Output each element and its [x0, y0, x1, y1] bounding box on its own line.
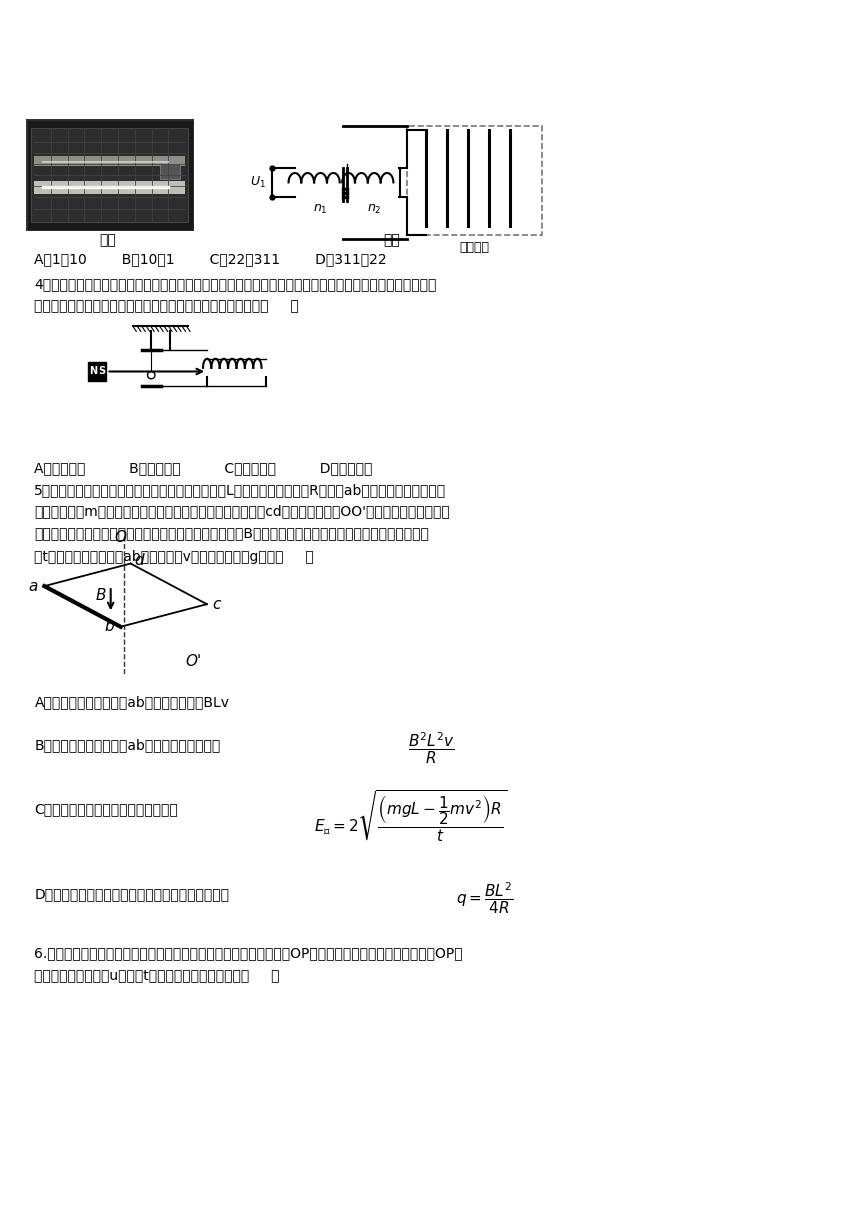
Text: 5．如图所示，由导线制成的单匝正方形线框边长为L，每条边的电阻均为R，其中ab边较粗且材料电阻率较: 5．如图所示，由导线制成的单匝正方形线框边长为L，每条边的电阻均为R，其中ab边… — [34, 483, 446, 497]
FancyBboxPatch shape — [407, 126, 543, 235]
Text: d: d — [134, 552, 144, 568]
Text: $\dfrac{B^2L^2v}{R}$: $\dfrac{B^2L^2v}{R}$ — [408, 731, 456, 766]
Text: N: N — [89, 366, 97, 376]
Text: O': O' — [186, 654, 202, 669]
Text: S: S — [98, 366, 105, 376]
Text: 力及摩擦。若线框始终处在方向竖直向下、磁感应强度为B的匀强磁场中，线框从水平位置由静止释放，历: 力及摩擦。若线框始终处在方向竖直向下、磁感应强度为B的匀强磁场中，线框从水平位置… — [34, 527, 429, 541]
Text: A．线框在竖直位置时，ab边两端的电压为BLv: A．线框在竖直位置时，ab边两端的电压为BLv — [34, 696, 230, 710]
Text: $q=\dfrac{BL^2}{4R}$: $q=\dfrac{BL^2}{4R}$ — [456, 880, 513, 916]
Bar — [34, 181, 185, 193]
Text: 时t到达竖直位置，此时ab边的速度为v，重力加速度为g。则（     ）: 时t到达竖直位置，此时ab边的速度为v，重力加速度为g。则（ ） — [34, 550, 314, 564]
Text: 4．如图所示，螺线管的导线的两端与两平行金属板相接，一个带负电的小球用丝线悬挂在两金属板间，并处: 4．如图所示，螺线管的导线的两端与两平行金属板相接，一个带负电的小球用丝线悬挂在… — [34, 277, 437, 292]
Bar — [34, 157, 185, 165]
Text: $n_2$: $n_2$ — [367, 203, 382, 216]
Text: O: O — [114, 530, 126, 545]
Text: 图乙: 图乙 — [383, 233, 400, 248]
Text: $n_1$: $n_1$ — [313, 203, 328, 216]
Bar — [160, 164, 180, 179]
Text: $U_1$: $U_1$ — [249, 175, 266, 190]
Text: B: B — [95, 587, 106, 603]
Text: A．1：10        B．10：1        C．22：311        D．311：22: A．1：10 B．10：1 C．22：311 D．311：22 — [34, 252, 387, 266]
Bar — [31, 129, 188, 221]
Text: c: c — [212, 597, 221, 612]
Text: $E_{\text{有}}=2\sqrt{\dfrac{\left(mgL-\dfrac{1}{2}mv^2\right)R}{t}}$: $E_{\text{有}}=2\sqrt{\dfrac{\left(mgL-\d… — [314, 788, 507, 844]
Text: B．线框在竖直位置时，ab边所受安培力大小为: B．线框在竖直位置时，ab边所受安培力大小为 — [34, 738, 221, 753]
Text: 图甲: 图甲 — [99, 233, 116, 248]
Text: b: b — [104, 619, 114, 635]
Text: D．在这一过程中，通过线框某一横截面的电荷量为: D．在这一过程中，通过线框某一横截面的电荷量为 — [34, 888, 230, 902]
Text: a: a — [28, 579, 38, 593]
Text: 于静止状态，若条形磁铁突然插入线圈时，小球的运动情况是（     ）: 于静止状态，若条形磁铁突然插入线圈时，小球的运动情况是（ ） — [34, 299, 299, 314]
Polygon shape — [148, 372, 155, 378]
Text: 6.如图，空间中存在水平向右的匀强磁场，一导体棒绕固定的竖直轴OP在磁场中匀速转动，且始终平行于OP。: 6.如图，空间中存在水平向右的匀强磁场，一导体棒绕固定的竖直轴OP在磁场中匀速转… — [34, 946, 463, 961]
Text: 导体棒两端的电势差u随时间t变化的图像可能正确的是（     ）: 导体棒两端的电势差u随时间t变化的图像可能正确的是（ ） — [34, 968, 280, 983]
Text: 高压电网: 高压电网 — [459, 241, 489, 253]
Text: C．这一过程中感应电动势的有效值为: C．这一过程中感应电动势的有效值为 — [34, 803, 178, 817]
Bar — [88, 362, 107, 381]
Text: A．向左摆动          B．向右摆动          C．保持静止          D．无法判定: A．向左摆动 B．向右摆动 C．保持静止 D．无法判定 — [34, 461, 372, 475]
Text: 大，其质量为m，其余各边的质量均可忽略不计，线框可绕与cd边重合的水平轴OO'自由转动，不计空气阻: 大，其质量为m，其余各边的质量均可忽略不计，线框可绕与cd边重合的水平轴OO'自… — [34, 505, 450, 519]
